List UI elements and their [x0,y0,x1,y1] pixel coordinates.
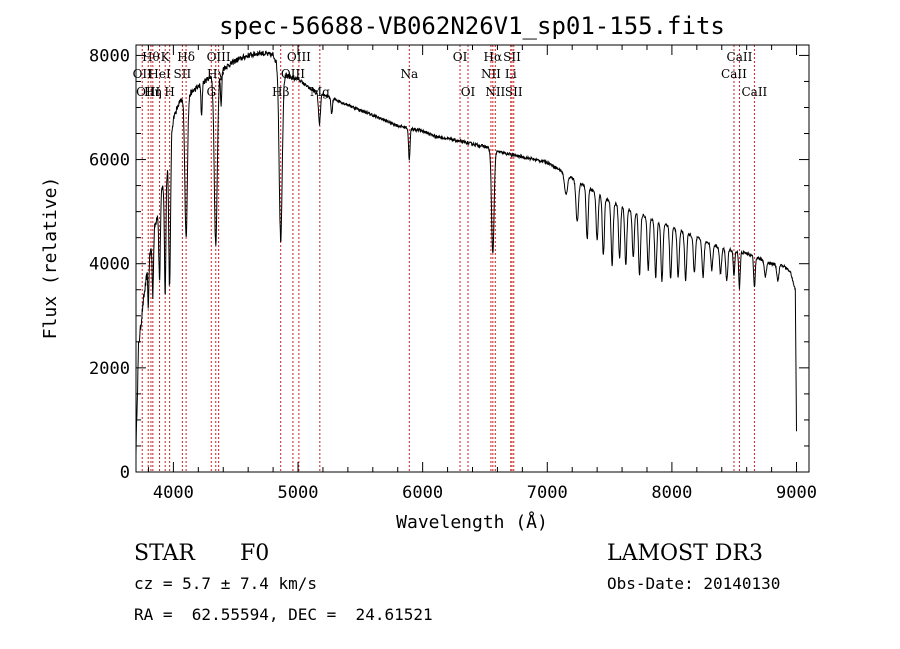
object-class: STAR [134,541,196,566]
spectral-line-label: CaII [721,67,747,81]
spectral-line-label: OIII [207,50,231,64]
spectral-line-label: OI [453,50,468,64]
spectral-line-label: OIII [136,85,160,99]
spectral-line-label: SII [174,67,192,81]
spectral-line-label: HeI [148,67,171,81]
spectral-line-label: Li [505,67,517,81]
x-tick-label: 4000 [153,483,194,503]
survey-name: LAMOST DR3 [607,541,763,566]
spectral-line-label: NII [481,67,501,81]
spectral-line-label: Hη [144,85,162,99]
spectral-line-label: OII [133,67,153,81]
y-tick-label: 0 [120,463,130,483]
x-tick-label: 6000 [402,483,443,503]
spectral-line-label: Hδ [177,50,195,64]
spectral-line-label: Na [400,67,418,81]
x-axis-label: Wavelength (Å) [396,511,548,533]
spectral-line-label: Hα [484,50,503,64]
x-tick-label: 8000 [651,483,692,503]
spectral-line-label: CaII [727,50,753,64]
x-tick-label: 9000 [776,483,817,503]
spectral-line-label: NII [485,85,505,99]
y-axis-ticks: 0 2000 4000 6000 8000 [89,46,809,483]
y-tick-label: 2000 [89,359,130,379]
x-tick-label: 7000 [527,483,568,503]
coordinates-text: RA = 62.55594, DEC = 24.61521 [134,605,433,624]
spectral-subclass: F0 [240,541,269,566]
spectral-line-label: CaII [741,85,767,99]
spectral-line-label: K [161,50,171,64]
chart-title: spec-56688-VB062N26V1_sp01-155.fits [219,12,725,40]
spectral-line-label: H [164,85,174,99]
spectral-line-label: G [206,85,216,99]
observation-date: Obs-Date: 20140130 [607,574,780,593]
spectral-line-label: OI [461,85,476,99]
spectral-line-label: Hθ [142,50,160,64]
marker-lines [141,45,755,472]
marker-labels: OIIOIIIHθHηHeIKHSIIHδGHγOIIIHβOIIIOIIIMg… [133,50,768,99]
y-axis-label: Flux (relative) [40,177,61,340]
x-axis-ticks: 4000 5000 6000 7000 8000 9000 [147,45,817,503]
spectral-line-label: SII [505,85,523,99]
redshift-text: cz = 5.7 ± 7.4 km/s [134,574,317,593]
plot-frame [135,44,810,473]
x-tick-label: 5000 [278,483,319,503]
spectral-line-label: SII [503,50,521,64]
spectrum-line [135,50,797,456]
spectral-line-label: OIII [287,50,311,64]
y-tick-label: 6000 [89,151,130,171]
spectral-line-label: OIII [281,67,305,81]
y-tick-label: 8000 [89,46,130,66]
y-tick-label: 4000 [89,255,130,275]
spectral-line-label: Hβ [272,85,289,99]
